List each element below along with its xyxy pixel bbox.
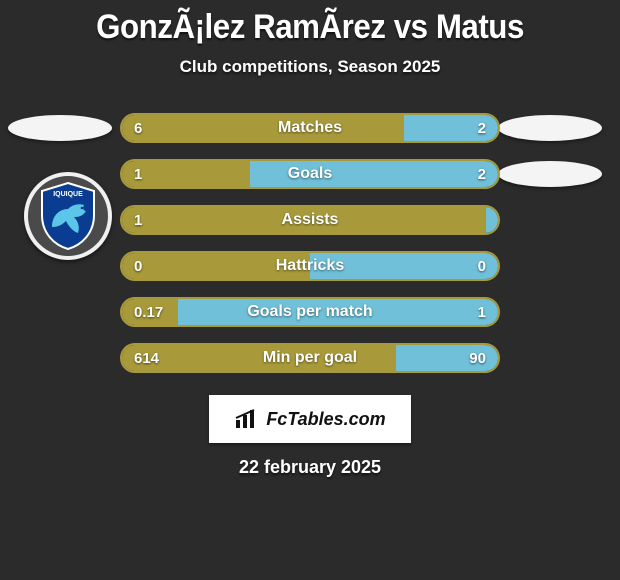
stat-bar-right: 0 [310,253,498,279]
stat-bar-left: 0.17 [122,299,178,325]
player-ellipse-left [8,115,112,141]
stat-row: 0.171Goals per match [0,289,620,335]
stat-bar: 00Hattricks [120,251,500,281]
branding-badge: FcTables.com [209,395,411,443]
stat-bar-left: 614 [122,345,396,371]
stat-bar-left: 1 [122,161,250,187]
comparison-card: GonzÃ¡lez RamÃ­rez vs Matus Club competi… [0,0,620,478]
stat-left-value: 1 [134,212,142,229]
stat-bar-right: 2 [404,115,498,141]
stat-bar: 61490Min per goal [120,343,500,373]
chart-icon [234,408,260,430]
stat-right-value: 90 [469,350,486,367]
page-title: GonzÃ¡lez RamÃ­rez vs Matus [25,8,595,47]
stat-bar: 0.171Goals per match [120,297,500,327]
date-label: 22 february 2025 [0,457,620,478]
stat-left-value: 0.17 [134,304,163,321]
stat-bar-right: 1 [178,299,498,325]
svg-text:IQUIQUE: IQUIQUE [53,191,83,198]
player-ellipse-right [498,115,602,141]
stat-left-value: 1 [134,166,142,183]
stat-right-value: 1 [478,304,486,321]
stat-bar-left: 6 [122,115,404,141]
branding-text: FcTables.com [266,409,385,430]
subtitle: Club competitions, Season 2025 [0,57,620,77]
stat-row: 61490Min per goal [0,335,620,381]
stat-bar-left: 0 [122,253,310,279]
stat-bar: 1Assists [120,205,500,235]
stat-bar-right: 2 [250,161,498,187]
stat-right-value: 0 [478,258,486,275]
stat-left-value: 6 [134,120,142,137]
stat-right-value: 2 [478,166,486,183]
player-ellipse-right [498,161,602,187]
stat-bar-right: 90 [396,345,498,371]
stat-bar-left: 1 [122,207,486,233]
stat-bar-right [486,207,498,233]
stat-left-value: 614 [134,350,159,367]
stat-bar: 62Matches [120,113,500,143]
stat-bar: 12Goals [120,159,500,189]
team-badge-left: IQUIQUE [24,172,112,260]
shield-icon: IQUIQUE [38,181,98,251]
stat-right-value: 2 [478,120,486,137]
stat-left-value: 0 [134,258,142,275]
stat-row: 62Matches [0,105,620,151]
